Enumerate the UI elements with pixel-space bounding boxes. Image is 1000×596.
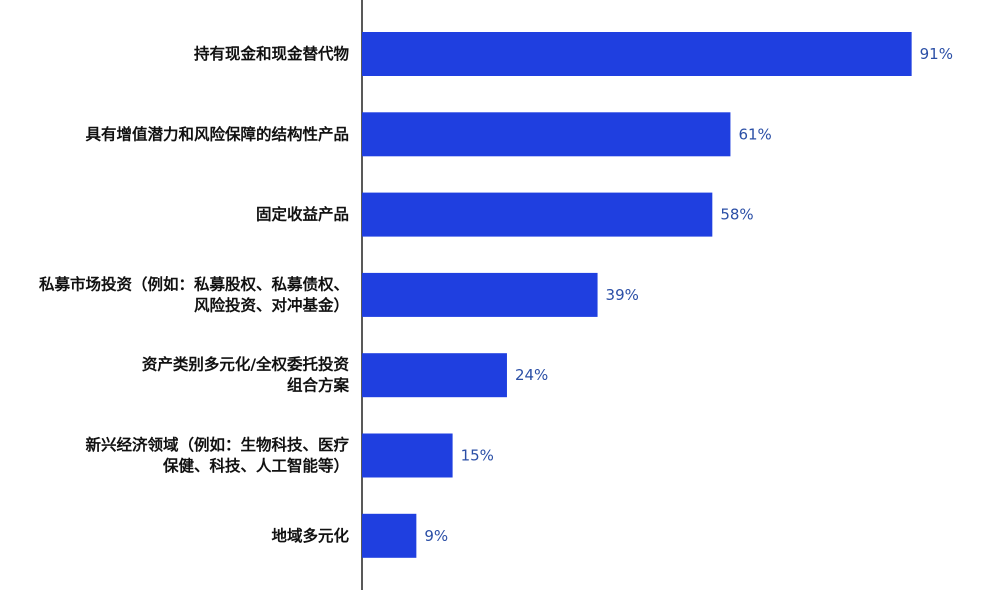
category-label-4-1: 组合方案 xyxy=(287,376,350,395)
category-labels: 持有现金和现金替代物具有增值潜力和风险保障的结构性产品固定收益产品私募市场投资（… xyxy=(39,44,350,545)
value-label-3: 39% xyxy=(606,286,639,304)
bar-6 xyxy=(362,513,417,558)
bar-0 xyxy=(362,32,912,76)
value-label-5: 15% xyxy=(461,447,494,465)
value-labels: 91% 61% 58% 39% 24% 15% 9% xyxy=(424,45,953,545)
value-label-1: 61% xyxy=(738,125,771,143)
category-label-5-1: 保健、科技、人工智能等） xyxy=(162,456,349,475)
category-label-2-0: 固定收益产品 xyxy=(256,205,349,224)
category-label-5-0: 新兴经济领域（例如：生物科技、医疗 xyxy=(85,435,349,454)
bars-layer xyxy=(362,32,912,558)
category-label-1-0: 具有增值潜力和风险保障的结构性产品 xyxy=(85,124,349,143)
category-label-0-0: 持有现金和现金替代物 xyxy=(194,44,350,63)
value-label-2: 58% xyxy=(720,206,753,224)
category-label-3-1: 风险投资、对冲基金） xyxy=(194,295,349,314)
value-label-4: 24% xyxy=(515,366,548,384)
bar-4 xyxy=(362,353,507,398)
bar-5 xyxy=(362,433,453,478)
value-label-0: 91% xyxy=(920,45,953,63)
category-label-4-0: 资产类别多元化/全权委托投资 xyxy=(142,355,350,374)
category-label-6-0: 地域多元化 xyxy=(271,526,349,545)
category-label-3-0: 私募市场投资（例如：私募股权、私募债权、 xyxy=(39,274,349,293)
bar-2 xyxy=(362,192,713,237)
bar-3 xyxy=(362,272,598,317)
bar-1 xyxy=(362,112,731,157)
value-label-6: 9% xyxy=(424,527,448,545)
